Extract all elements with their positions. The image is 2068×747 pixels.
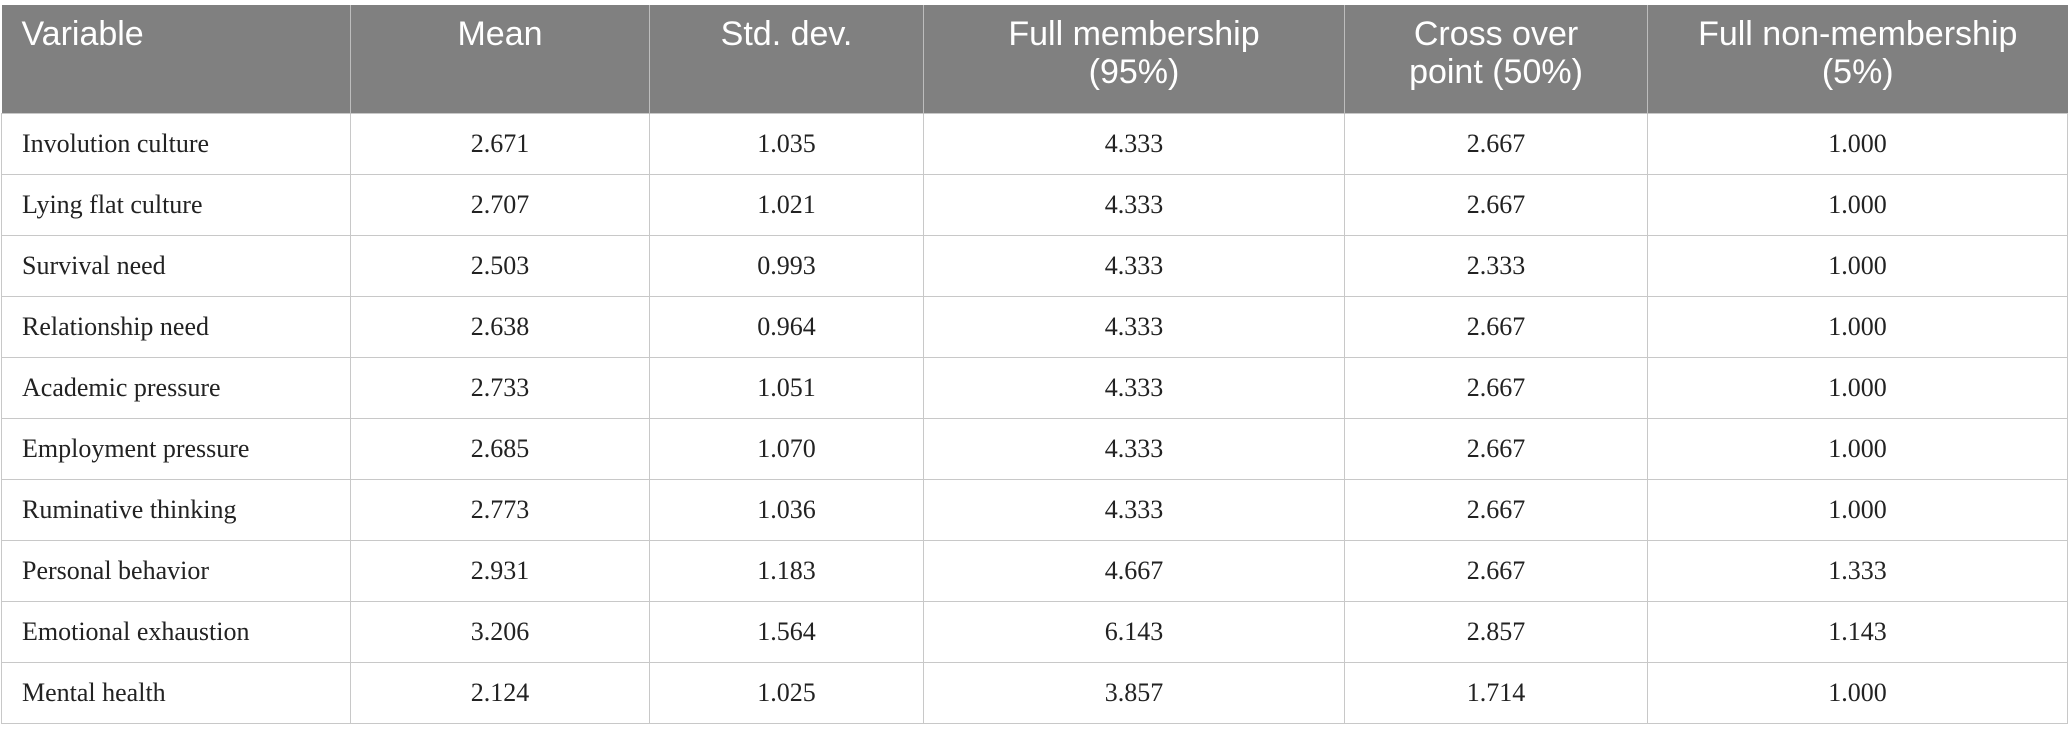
value-cell: 1.000 [1647, 112, 2068, 175]
header-cell: Mean [350, 5, 650, 113]
value-cell: 2.333 [1344, 234, 1648, 297]
variable-cell: Relationship need [1, 295, 351, 358]
value-cell: 4.333 [923, 234, 1345, 297]
variable-cell: Emotional exhaustion [1, 600, 351, 663]
value-cell: 2.667 [1344, 173, 1648, 236]
value-cell: 2.931 [350, 539, 650, 602]
header-text: Mean [457, 15, 543, 53]
value-cell: 1.035 [649, 112, 924, 175]
header-cell: Std. dev. [649, 5, 924, 113]
value-cell: 1.714 [1344, 661, 1648, 724]
variable-cell: Lying flat culture [1, 173, 351, 236]
table-row: Relationship need 2.638 0.964 4.333 2.667 1.0… [1, 295, 2068, 358]
variable-cell: Involution culture [1, 112, 351, 175]
value-cell: 1.333 [1647, 539, 2068, 602]
variable-cell: Survival need [1, 234, 351, 297]
value-cell: 2.124 [350, 661, 650, 724]
header-row: Variable Mean Std. dev. Full membership (95… [1, 5, 2068, 113]
table-row: Involution culture 2.671 1.035 4.333 2.667 1.… [1, 112, 2068, 175]
value-cell: 1.051 [649, 356, 924, 419]
value-cell: 1.564 [649, 600, 924, 663]
table-row: Academic pressure 2.733 1.051 4.333 2.667 1.0… [1, 356, 2068, 419]
table-body: Involution culture 2.671 1.035 4.333 2.667 1.… [1, 112, 2068, 724]
value-cell: 1.000 [1647, 173, 2068, 236]
header-text: Std. dev. [720, 15, 853, 53]
value-cell: 2.733 [350, 356, 650, 419]
value-cell: 2.667 [1344, 112, 1648, 175]
header-text: Cross over point (50%) [1409, 15, 1583, 91]
variable-cell: Employment pressure [1, 417, 351, 480]
variable-cell: Mental health [1, 661, 351, 724]
value-cell: 2.667 [1344, 295, 1648, 358]
value-cell: 2.667 [1344, 356, 1648, 419]
value-cell: 2.857 [1344, 600, 1648, 663]
value-cell: 3.206 [350, 600, 650, 663]
value-cell: 4.333 [923, 173, 1345, 236]
value-cell: 1.025 [649, 661, 924, 724]
table-row: Survival need 2.503 0.993 4.333 2.333 1.000 [1, 234, 2068, 297]
value-cell: 1.021 [649, 173, 924, 236]
header-text: Full non-membership (5%) [1698, 15, 2018, 91]
value-cell: 2.638 [350, 295, 650, 358]
value-cell: 1.000 [1647, 478, 2068, 541]
table-row: Mental health 2.124 1.025 3.857 1.714 1.000 [1, 661, 2068, 724]
value-cell: 0.964 [649, 295, 924, 358]
value-cell: 2.707 [350, 173, 650, 236]
value-cell: 4.333 [923, 356, 1345, 419]
value-cell: 1.000 [1647, 295, 2068, 358]
value-cell: 4.333 [923, 417, 1345, 480]
data-table: Variable Mean Std. dev. Full membership (95… [1, 5, 2068, 724]
value-cell: 4.333 [923, 112, 1345, 175]
table-row: Ruminative thinking 2.773 1.036 4.333 2.667 1… [1, 478, 2068, 541]
value-cell: 2.667 [1344, 417, 1648, 480]
value-cell: 1.000 [1647, 417, 2068, 480]
header-text: Variable [21, 15, 144, 53]
value-cell: 1.143 [1647, 600, 2068, 663]
table-row: Lying flat culture 2.707 1.021 4.333 2.667 1.… [1, 173, 2068, 236]
value-cell: 1.000 [1647, 661, 2068, 724]
value-cell: 2.667 [1344, 539, 1648, 602]
table-row: Emotional exhaustion 3.206 1.564 6.143 2.857… [1, 600, 2068, 663]
value-cell: 2.685 [350, 417, 650, 480]
value-cell: 3.857 [923, 661, 1345, 724]
header-cell: Cross over point (50%) [1344, 5, 1648, 113]
value-cell: 0.993 [649, 234, 924, 297]
variable-cell: Personal behavior [1, 539, 351, 602]
value-cell: 6.143 [923, 600, 1345, 663]
value-cell: 1.036 [649, 478, 924, 541]
value-cell: 1.183 [649, 539, 924, 602]
value-cell: 2.671 [350, 112, 650, 175]
header-cell: Full membership (95%) [923, 5, 1345, 113]
header-text: Full membership (95%) [1008, 15, 1260, 91]
value-cell: 4.333 [923, 295, 1345, 358]
value-cell: 4.667 [923, 539, 1345, 602]
table-row: Employment pressure 2.685 1.070 4.333 2.667 1… [1, 417, 2068, 480]
table-row: Personal behavior 2.931 1.183 4.667 2.667 1.3… [1, 539, 2068, 602]
value-cell: 4.333 [923, 478, 1345, 541]
header-cell: Variable [1, 5, 351, 113]
value-cell: 1.070 [649, 417, 924, 480]
variable-cell: Academic pressure [1, 356, 351, 419]
header-cell: Full non-membership (5%) [1647, 5, 2068, 113]
value-cell: 1.000 [1647, 234, 2068, 297]
value-cell: 1.000 [1647, 356, 2068, 419]
value-cell: 2.503 [350, 234, 650, 297]
variable-cell: Ruminative thinking [1, 478, 351, 541]
value-cell: 2.773 [350, 478, 650, 541]
value-cell: 2.667 [1344, 478, 1648, 541]
